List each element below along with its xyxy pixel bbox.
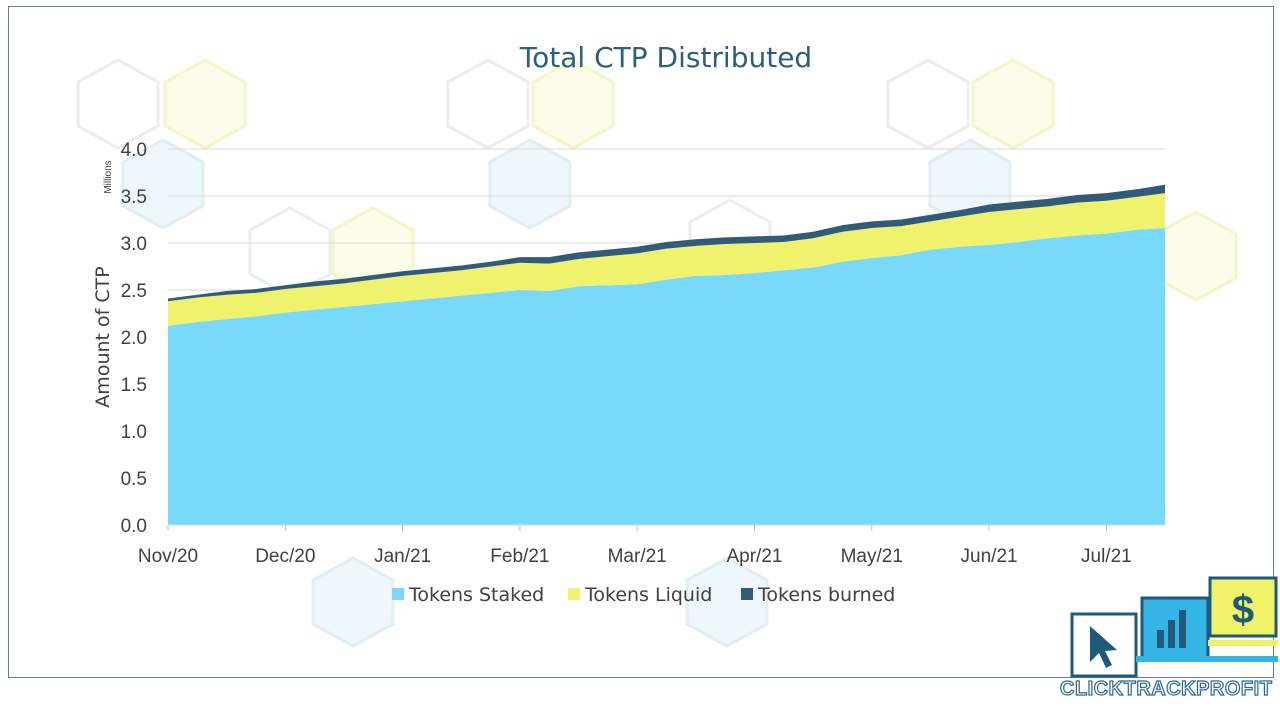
chart-title: Total CTP Distributed <box>519 41 812 74</box>
logo-mark: $ <box>1070 569 1280 678</box>
watermark-chart-hex <box>311 556 395 648</box>
y-tick-label: 4.0 <box>121 140 147 161</box>
x-tick-label: Apr/21 <box>726 546 782 567</box>
y-axis-unit: Millions <box>103 160 114 193</box>
area-tokens-burned <box>168 184 1165 302</box>
y-axis-label: Amount of CTP <box>92 266 114 407</box>
x-tick-label: May/21 <box>841 546 903 567</box>
watermark-cursor-hex <box>76 58 160 150</box>
cursor-icon <box>1090 626 1117 668</box>
watermark-dollar-hex <box>163 58 247 150</box>
dollar-icon: $ <box>1232 588 1254 632</box>
x-tick-label: Nov/20 <box>138 546 198 567</box>
y-tick-label: 2.0 <box>121 328 147 349</box>
logo-dollar-box <box>1208 576 1278 638</box>
y-axis-ticks: 0.0 0.5 1.0 1.5 2.0 2.5 3.0 3.5 4.0 <box>121 140 147 537</box>
watermark-dollar-hex <box>1154 210 1238 302</box>
y-tick-label: 1.5 <box>121 375 147 396</box>
watermark-cursor-hex <box>446 58 530 150</box>
y-tick-label: 0.0 <box>121 516 147 537</box>
y-tick-label: 2.5 <box>121 281 147 302</box>
watermark-chart-hex <box>488 138 572 230</box>
legend-label: Tokens Liquid <box>584 584 712 606</box>
watermark-dollar-hex <box>531 58 615 150</box>
y-tick-label: 1.0 <box>121 422 147 443</box>
area-series <box>168 184 1165 525</box>
area-tokens-liquid <box>168 193 1165 326</box>
x-tick-label: Mar/21 <box>608 546 667 567</box>
legend-label: Tokens Staked <box>408 584 544 606</box>
x-axis-ticks: Nov/20 Dec/20 Jan/21 Feb/21 Mar/21 Apr/21 May/… <box>138 524 1165 567</box>
watermark-cursor-hex <box>886 58 970 150</box>
watermark-dollar-hex <box>971 58 1055 150</box>
legend-label: Tokens burned <box>757 584 895 606</box>
watermark-chart-hex <box>121 138 205 230</box>
y-tick-label: 3.5 <box>121 187 147 208</box>
x-tick-label: Feb/21 <box>490 546 549 567</box>
bar-chart-icon <box>1157 610 1186 648</box>
area-tokens-staked <box>168 227 1165 525</box>
legend-swatch <box>741 588 753 600</box>
logo-wordmark: CLICKTRACKPROFIT <box>1060 678 1273 701</box>
x-tick-label: Jul/21 <box>1081 546 1132 567</box>
legend: Tokens Staked Tokens Liquid Tokens burned <box>392 584 895 606</box>
legend-swatch <box>568 588 580 600</box>
clicktrackprofit-logo: $ CLICKTRACKPROFIT <box>1060 569 1280 706</box>
x-tick-label: Jan/21 <box>374 546 431 567</box>
watermark-chart-hex <box>685 556 769 648</box>
legend-swatch <box>392 588 404 600</box>
x-tick-label: Dec/20 <box>255 546 315 567</box>
y-tick-label: 3.0 <box>121 234 147 255</box>
y-tick-label: 0.5 <box>121 469 147 490</box>
x-tick-label: Jun/21 <box>961 546 1018 567</box>
